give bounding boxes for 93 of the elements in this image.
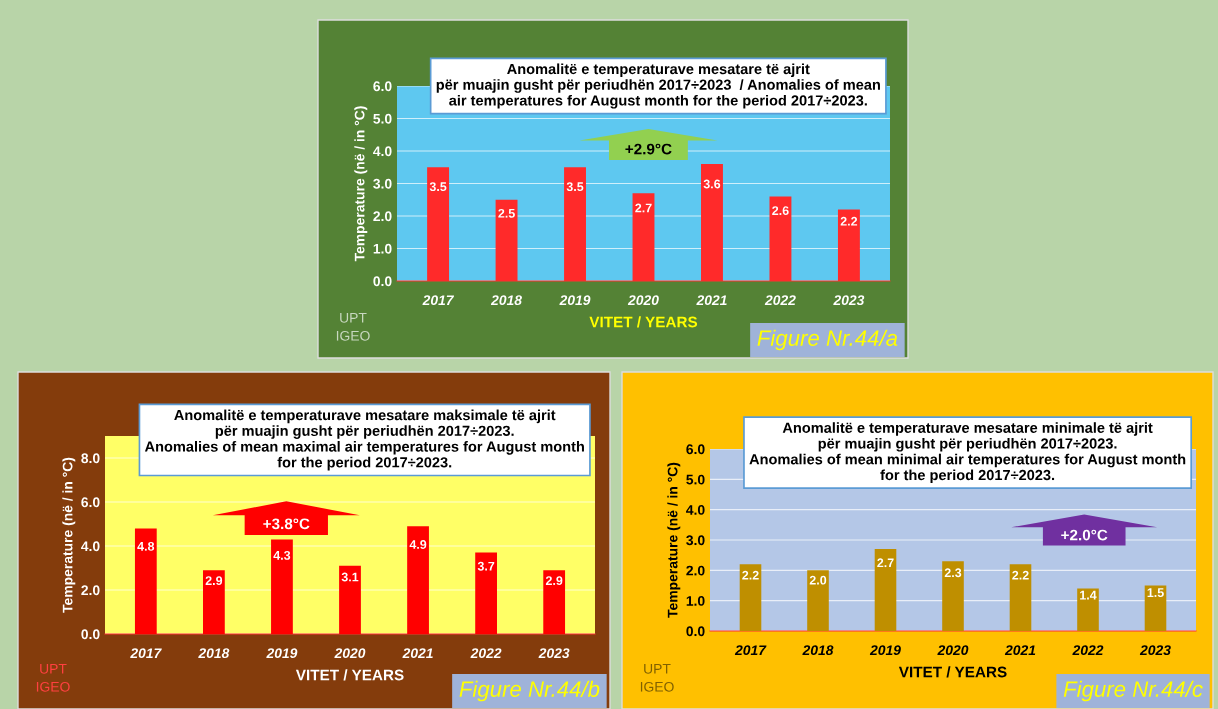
x-tick-label: 2021 bbox=[696, 295, 727, 306]
y-tick-label: 3.0 bbox=[686, 535, 705, 546]
y-tick-label: 0.0 bbox=[686, 626, 705, 637]
chart-title: Anomalitë e temperaturave mesatare maksimale të ajrit për muajin gusht për periudhën 2017÷2023. Anomalies of mean maximal air temperatures for August month for the period 2017÷2023. bbox=[144, 409, 584, 471]
data-label: 3.5 bbox=[429, 182, 447, 192]
y-axis-title: Temperature (në / in °C) bbox=[354, 106, 368, 262]
data-label: 2.9 bbox=[545, 576, 563, 586]
y-tick-label: 3.0 bbox=[373, 178, 392, 189]
y-axis-title: Temperature (në / in °C) bbox=[667, 462, 681, 618]
y-tick-label: 6.0 bbox=[686, 444, 705, 455]
x-tick-label: 2023 bbox=[833, 295, 865, 306]
x-tick-label: 2018 bbox=[198, 648, 230, 659]
bar bbox=[1144, 585, 1167, 631]
x-axis-title: VITET / YEARS bbox=[589, 316, 698, 328]
x-tick-label: 2022 bbox=[470, 648, 502, 659]
x-tick-label: 2017 bbox=[734, 645, 767, 656]
bar bbox=[807, 570, 829, 631]
y-tick-label: 5.0 bbox=[373, 113, 392, 124]
y-tick-label: 2.0 bbox=[686, 565, 705, 576]
y-tick-label: 8.0 bbox=[81, 453, 100, 464]
text: UPT IGEO bbox=[36, 664, 70, 692]
text: Figure Nr.44/c bbox=[1063, 680, 1203, 702]
annotation: +3.8°C bbox=[263, 518, 310, 530]
bar bbox=[942, 561, 964, 631]
data-label: 2.2 bbox=[742, 570, 759, 580]
chart-title: Anomalitë e temperaturave mesatare minimale të ajrit për muajin gusht për periudhën 2017÷2023. Anomalies of mean minimal air temperatures for August month for the period 2017÷2023. bbox=[749, 422, 1186, 484]
data-label: 2.7 bbox=[635, 203, 652, 213]
x-tick-label: 2017 bbox=[422, 295, 455, 306]
text: Figure Nr.44/a bbox=[757, 329, 898, 351]
bar bbox=[271, 539, 293, 634]
x-tick-label: 2020 bbox=[937, 645, 969, 656]
x-tick-label: 2021 bbox=[402, 648, 433, 659]
data-label: 2.6 bbox=[772, 206, 789, 216]
x-axis-title: VITET / YEARS bbox=[898, 666, 1007, 678]
x-tick-label: 2017 bbox=[130, 648, 162, 659]
data-label: 1.4 bbox=[1080, 590, 1097, 600]
bar bbox=[1009, 564, 1032, 631]
y-tick-label: 4.0 bbox=[373, 146, 392, 157]
annotation: +2.0°C bbox=[1061, 529, 1108, 541]
data-label: 3.5 bbox=[566, 182, 584, 192]
data-label: 2.9 bbox=[205, 576, 223, 586]
y-tick-label: 0.0 bbox=[81, 629, 100, 640]
data-label: 2.0 bbox=[809, 575, 827, 585]
text: UPT IGEO bbox=[640, 664, 674, 692]
bar bbox=[134, 528, 157, 634]
data-label: 3.6 bbox=[703, 179, 721, 189]
y-tick-label: 4.0 bbox=[686, 505, 705, 515]
bar bbox=[203, 570, 225, 634]
x-tick-label: 2019 bbox=[266, 648, 298, 659]
data-label: 3.7 bbox=[477, 561, 495, 571]
bar bbox=[543, 570, 566, 634]
y-tick-label: 6.0 bbox=[81, 497, 100, 508]
bar bbox=[407, 526, 429, 634]
x-tick-label: 2023 bbox=[538, 648, 570, 659]
y-tick-label: 1.0 bbox=[373, 243, 392, 254]
x-tick-label: 2020 bbox=[627, 295, 659, 306]
x-tick-label: 2021 bbox=[1004, 645, 1036, 656]
x-axis-title: VITET / YEARS bbox=[295, 669, 404, 681]
data-label: 2.5 bbox=[498, 208, 515, 218]
annotation: +2.9°C bbox=[625, 143, 672, 155]
chart-title: Anomalitë e temperaturave mesatare të ajrit për muajin gusht për periudhën 2017÷2023 / Anomalies of mean air temperatures for August month for the period 2017÷2023. bbox=[436, 63, 880, 109]
x-tick-label: 2023 bbox=[1139, 645, 1171, 656]
bar bbox=[475, 552, 497, 634]
y-tick-label: 5.0 bbox=[686, 474, 705, 485]
x-tick-label: 2020 bbox=[334, 648, 366, 659]
text: Figure Nr.44/b bbox=[459, 680, 600, 702]
x-tick-label: 2019 bbox=[559, 295, 591, 306]
y-axis-title: Temperature (në / in °C) bbox=[62, 457, 76, 613]
data-label: 1.5 bbox=[1147, 588, 1164, 598]
x-tick-label: 2018 bbox=[490, 295, 522, 306]
data-label: 4.9 bbox=[409, 540, 427, 549]
bar bbox=[339, 565, 361, 634]
data-label: 3.1 bbox=[341, 572, 359, 582]
data-label: 2.2 bbox=[1012, 570, 1029, 580]
data-label: 4.8 bbox=[137, 541, 155, 551]
x-tick-label: 2018 bbox=[802, 645, 834, 656]
bar bbox=[739, 564, 762, 631]
y-tick-label: 6.0 bbox=[373, 81, 392, 92]
y-tick-label: 2.0 bbox=[373, 211, 392, 222]
bar bbox=[874, 549, 897, 631]
data-label: 2.7 bbox=[877, 558, 894, 568]
data-label: 2.2 bbox=[840, 216, 858, 226]
y-tick-label: 1.0 bbox=[686, 596, 705, 606]
y-tick-label: 0.0 bbox=[373, 276, 392, 287]
x-tick-label: 2019 bbox=[869, 645, 901, 656]
text: UPT IGEO bbox=[336, 313, 370, 341]
x-tick-label: 2022 bbox=[1072, 645, 1104, 656]
y-tick-label: 4.0 bbox=[81, 541, 100, 552]
x-tick-label: 2022 bbox=[764, 295, 796, 306]
bar bbox=[1077, 588, 1099, 631]
y-tick-label: 2.0 bbox=[81, 585, 100, 596]
data-label: 2.3 bbox=[944, 568, 962, 578]
data-label: 4.3 bbox=[273, 550, 291, 560]
